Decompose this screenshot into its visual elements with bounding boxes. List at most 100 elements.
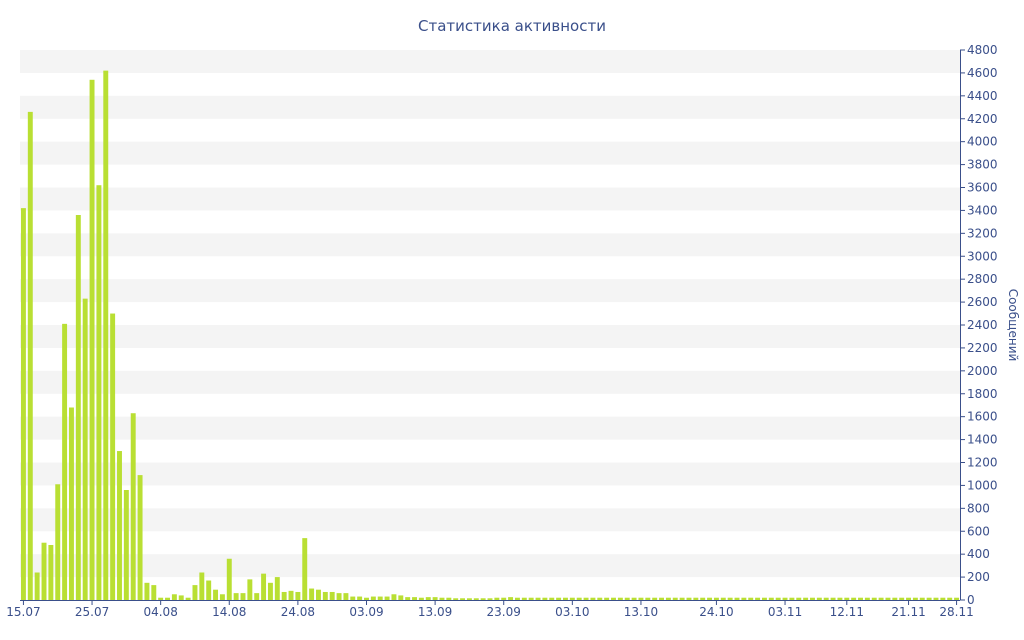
bar xyxy=(336,593,342,600)
bar xyxy=(631,597,637,600)
bar xyxy=(501,597,507,600)
y-tick-label: 1000 xyxy=(967,478,998,492)
x-tick-label: 03.10 xyxy=(555,605,589,619)
bar xyxy=(693,597,699,600)
bar xyxy=(75,215,81,600)
bar xyxy=(123,490,129,600)
bar xyxy=(446,597,452,600)
bar xyxy=(638,597,644,600)
x-axis-ticks: 15.07 25.07 04.08 14.08 24.08 03.09 13.09 23.09… xyxy=(6,600,974,619)
bar xyxy=(947,597,953,600)
bar xyxy=(665,597,671,600)
bar xyxy=(583,597,589,600)
bar xyxy=(370,596,376,600)
bar xyxy=(597,597,603,600)
bar xyxy=(528,597,534,600)
bar xyxy=(288,590,294,600)
bar xyxy=(645,597,651,600)
y-tick-label: 3200 xyxy=(967,226,998,240)
bar xyxy=(192,585,198,600)
bar xyxy=(274,577,280,600)
bar xyxy=(535,597,541,600)
bar xyxy=(240,593,246,600)
bar xyxy=(267,582,273,600)
bar xyxy=(144,582,150,600)
grid-band xyxy=(20,187,960,211)
y-tick-label: 3400 xyxy=(967,203,998,217)
bar xyxy=(727,597,733,600)
bar xyxy=(590,597,596,600)
y-tick-label: 3000 xyxy=(967,249,998,263)
bar xyxy=(521,597,527,600)
bar xyxy=(377,596,383,600)
bar xyxy=(508,597,514,600)
bar xyxy=(226,558,232,600)
bar xyxy=(82,298,88,600)
grid-band xyxy=(20,508,960,532)
bar xyxy=(20,208,26,600)
bar xyxy=(103,70,109,600)
bar xyxy=(549,597,555,600)
bar xyxy=(604,597,610,600)
bar xyxy=(171,594,177,600)
y-axis-label: Сообщений xyxy=(1006,289,1020,362)
bar xyxy=(343,593,349,600)
x-tick-label: 12.11 xyxy=(830,605,864,619)
bar xyxy=(659,597,665,600)
bar xyxy=(62,323,68,600)
bar xyxy=(41,542,47,600)
bar xyxy=(611,597,616,600)
bar xyxy=(48,545,54,600)
y-tick-label: 1800 xyxy=(967,387,998,401)
bar xyxy=(309,588,315,600)
bar xyxy=(55,484,61,600)
bar xyxy=(734,597,740,600)
bar xyxy=(816,597,822,600)
bar xyxy=(871,597,877,600)
bar xyxy=(322,591,328,600)
bar xyxy=(755,597,761,600)
bar xyxy=(89,79,95,600)
bar xyxy=(514,597,520,600)
y-tick-label: 200 xyxy=(967,570,990,584)
x-tick-label: 03.09 xyxy=(349,605,383,619)
bar xyxy=(213,589,219,600)
bar xyxy=(178,595,184,600)
bar xyxy=(418,597,424,600)
bar xyxy=(117,451,122,600)
x-tick-label: 28.11 xyxy=(939,605,973,619)
x-tick-label: 21.11 xyxy=(891,605,925,619)
bar xyxy=(768,597,774,600)
bar xyxy=(412,597,417,600)
chart-title: Статистика активности xyxy=(418,17,606,35)
bar xyxy=(96,185,102,601)
bar xyxy=(707,597,713,600)
bar xyxy=(542,597,548,600)
bar xyxy=(885,597,891,600)
bar xyxy=(686,597,692,600)
y-tick-label: 2400 xyxy=(967,318,998,332)
bar xyxy=(782,597,788,600)
y-tick-label: 2600 xyxy=(967,295,998,309)
bar xyxy=(652,597,658,600)
y-tick-label: 1200 xyxy=(967,456,998,470)
bar xyxy=(576,597,582,600)
y-tick-label: 3800 xyxy=(967,158,998,172)
bar xyxy=(720,597,726,600)
bar xyxy=(466,598,472,600)
bar xyxy=(487,598,493,600)
grid-band xyxy=(20,141,960,165)
bar xyxy=(563,597,568,600)
bar xyxy=(617,597,623,600)
x-tick-label: 04.08 xyxy=(143,605,177,619)
x-tick-label: 13.09 xyxy=(418,605,452,619)
bar xyxy=(453,598,459,600)
bar xyxy=(919,597,925,600)
bar xyxy=(494,597,500,600)
bar xyxy=(398,595,404,600)
bar xyxy=(569,597,575,600)
bar xyxy=(165,597,170,600)
bar xyxy=(830,597,836,600)
bar xyxy=(219,594,225,600)
